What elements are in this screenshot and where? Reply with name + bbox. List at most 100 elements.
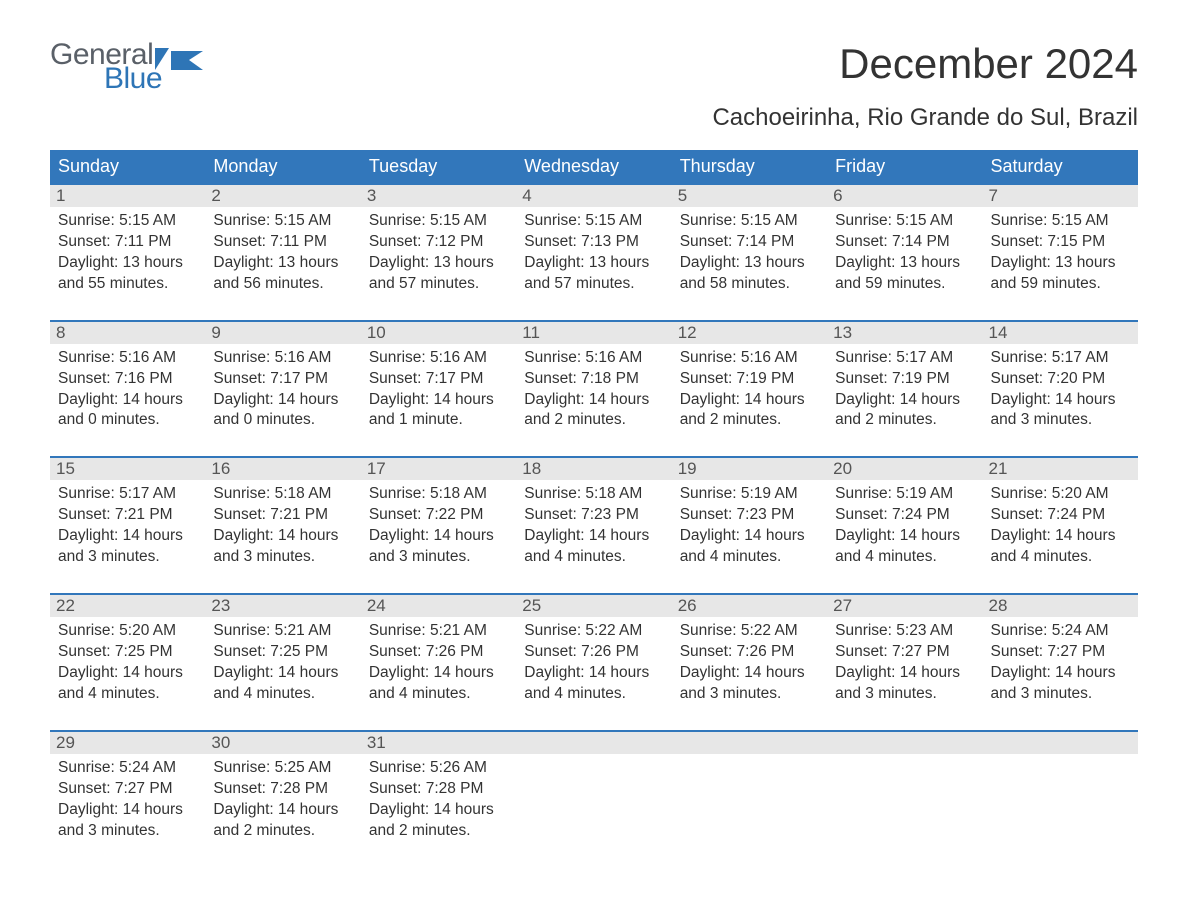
day-number: 28 — [983, 594, 1138, 617]
daylight-text: Daylight: 14 hours — [524, 390, 665, 411]
sunrise-text: Sunrise: 5:20 AM — [58, 621, 199, 642]
daylight-text: Daylight: 14 hours — [213, 800, 354, 821]
sunset-text: Sunset: 7:19 PM — [835, 369, 976, 390]
day-number: 31 — [361, 731, 516, 754]
calendar-header-row: SundayMondayTuesdayWednesdayThursdayFrid… — [50, 150, 1138, 184]
sunset-text: Sunset: 7:23 PM — [524, 505, 665, 526]
daylight-text: and 56 minutes. — [213, 274, 354, 295]
day-cell: Sunrise: 5:15 AMSunset: 7:11 PMDaylight:… — [50, 207, 205, 299]
sunset-text: Sunset: 7:25 PM — [58, 642, 199, 663]
sunset-text: Sunset: 7:12 PM — [369, 232, 510, 253]
sunset-text: Sunset: 7:22 PM — [369, 505, 510, 526]
daylight-text: Daylight: 14 hours — [369, 663, 510, 684]
week-separator — [50, 299, 1138, 321]
daylight-text: and 4 minutes. — [835, 547, 976, 568]
week-separator — [50, 572, 1138, 594]
daylight-text: and 55 minutes. — [58, 274, 199, 295]
daylight-text: and 3 minutes. — [680, 684, 821, 705]
sunset-text: Sunset: 7:13 PM — [524, 232, 665, 253]
daylight-text: Daylight: 13 hours — [835, 253, 976, 274]
day-number: 25 — [516, 594, 671, 617]
day-cell: Sunrise: 5:26 AMSunset: 7:28 PMDaylight:… — [361, 754, 516, 846]
day-cell: Sunrise: 5:21 AMSunset: 7:26 PMDaylight:… — [361, 617, 516, 709]
day-number: 21 — [983, 457, 1138, 480]
daylight-text: Daylight: 14 hours — [369, 800, 510, 821]
empty-day-number — [827, 731, 982, 754]
location-subtitle: Cachoeirinha, Rio Grande do Sul, Brazil — [50, 104, 1138, 132]
sunset-text: Sunset: 7:16 PM — [58, 369, 199, 390]
sunset-text: Sunset: 7:17 PM — [213, 369, 354, 390]
sunrise-text: Sunrise: 5:26 AM — [369, 758, 510, 779]
day-number: 15 — [50, 457, 205, 480]
sunrise-text: Sunrise: 5:15 AM — [58, 211, 199, 232]
logo: General Blue — [50, 40, 203, 94]
day-cell: Sunrise: 5:15 AMSunset: 7:12 PMDaylight:… — [361, 207, 516, 299]
day-header: Sunday — [50, 150, 205, 184]
daylight-text: Daylight: 14 hours — [58, 526, 199, 547]
daylight-text: and 1 minute. — [369, 410, 510, 431]
daylight-text: and 2 minutes. — [835, 410, 976, 431]
sunrise-text: Sunrise: 5:15 AM — [991, 211, 1132, 232]
day-cell: Sunrise: 5:17 AMSunset: 7:20 PMDaylight:… — [983, 344, 1138, 436]
daylight-text: Daylight: 13 hours — [524, 253, 665, 274]
daylight-text: Daylight: 14 hours — [991, 526, 1132, 547]
day-number: 2 — [205, 184, 360, 207]
sunrise-text: Sunrise: 5:16 AM — [524, 348, 665, 369]
week-separator — [50, 435, 1138, 457]
daylight-text: and 3 minutes. — [58, 547, 199, 568]
daylight-text: Daylight: 14 hours — [524, 663, 665, 684]
day-header: Monday — [205, 150, 360, 184]
daylight-text: Daylight: 14 hours — [680, 663, 821, 684]
sunrise-text: Sunrise: 5:15 AM — [835, 211, 976, 232]
sunset-text: Sunset: 7:26 PM — [524, 642, 665, 663]
day-number: 24 — [361, 594, 516, 617]
day-cell: Sunrise: 5:22 AMSunset: 7:26 PMDaylight:… — [516, 617, 671, 709]
day-header: Wednesday — [516, 150, 671, 184]
day-number: 19 — [672, 457, 827, 480]
day-cell: Sunrise: 5:17 AMSunset: 7:19 PMDaylight:… — [827, 344, 982, 436]
sunrise-text: Sunrise: 5:20 AM — [991, 484, 1132, 505]
page-title: December 2024 — [839, 40, 1138, 88]
daylight-text: Daylight: 14 hours — [213, 663, 354, 684]
day-number: 4 — [516, 184, 671, 207]
daylight-text: and 3 minutes. — [213, 547, 354, 568]
sunrise-text: Sunrise: 5:24 AM — [991, 621, 1132, 642]
day-body-row: Sunrise: 5:15 AMSunset: 7:11 PMDaylight:… — [50, 207, 1138, 299]
daylight-text: and 4 minutes. — [369, 684, 510, 705]
day-number: 23 — [205, 594, 360, 617]
day-number: 26 — [672, 594, 827, 617]
sunset-text: Sunset: 7:15 PM — [991, 232, 1132, 253]
day-cell: Sunrise: 5:15 AMSunset: 7:14 PMDaylight:… — [672, 207, 827, 299]
empty-day-number — [983, 731, 1138, 754]
empty-day-cell — [983, 754, 1138, 846]
sunrise-text: Sunrise: 5:15 AM — [213, 211, 354, 232]
sunset-text: Sunset: 7:11 PM — [213, 232, 354, 253]
daylight-text: Daylight: 14 hours — [524, 526, 665, 547]
day-number: 13 — [827, 321, 982, 344]
day-cell: Sunrise: 5:15 AMSunset: 7:13 PMDaylight:… — [516, 207, 671, 299]
day-cell: Sunrise: 5:19 AMSunset: 7:23 PMDaylight:… — [672, 480, 827, 572]
sunrise-text: Sunrise: 5:19 AM — [680, 484, 821, 505]
empty-day-number — [672, 731, 827, 754]
day-cell: Sunrise: 5:23 AMSunset: 7:27 PMDaylight:… — [827, 617, 982, 709]
sunrise-text: Sunrise: 5:16 AM — [213, 348, 354, 369]
sunrise-text: Sunrise: 5:16 AM — [680, 348, 821, 369]
day-number: 7 — [983, 184, 1138, 207]
calendar-table: SundayMondayTuesdayWednesdayThursdayFrid… — [50, 150, 1138, 845]
empty-day-number — [516, 731, 671, 754]
day-cell: Sunrise: 5:17 AMSunset: 7:21 PMDaylight:… — [50, 480, 205, 572]
sunset-text: Sunset: 7:11 PM — [58, 232, 199, 253]
header-row: General Blue December 2024 — [50, 40, 1138, 94]
sunrise-text: Sunrise: 5:18 AM — [213, 484, 354, 505]
daylight-text: Daylight: 13 hours — [369, 253, 510, 274]
sunrise-text: Sunrise: 5:25 AM — [213, 758, 354, 779]
sunset-text: Sunset: 7:23 PM — [680, 505, 821, 526]
sunset-text: Sunset: 7:20 PM — [991, 369, 1132, 390]
day-cell: Sunrise: 5:24 AMSunset: 7:27 PMDaylight:… — [983, 617, 1138, 709]
daylight-text: and 3 minutes. — [991, 684, 1132, 705]
daylight-text: Daylight: 14 hours — [58, 800, 199, 821]
sunset-text: Sunset: 7:27 PM — [835, 642, 976, 663]
empty-day-cell — [827, 754, 982, 846]
sunrise-text: Sunrise: 5:19 AM — [835, 484, 976, 505]
sunrise-text: Sunrise: 5:18 AM — [369, 484, 510, 505]
